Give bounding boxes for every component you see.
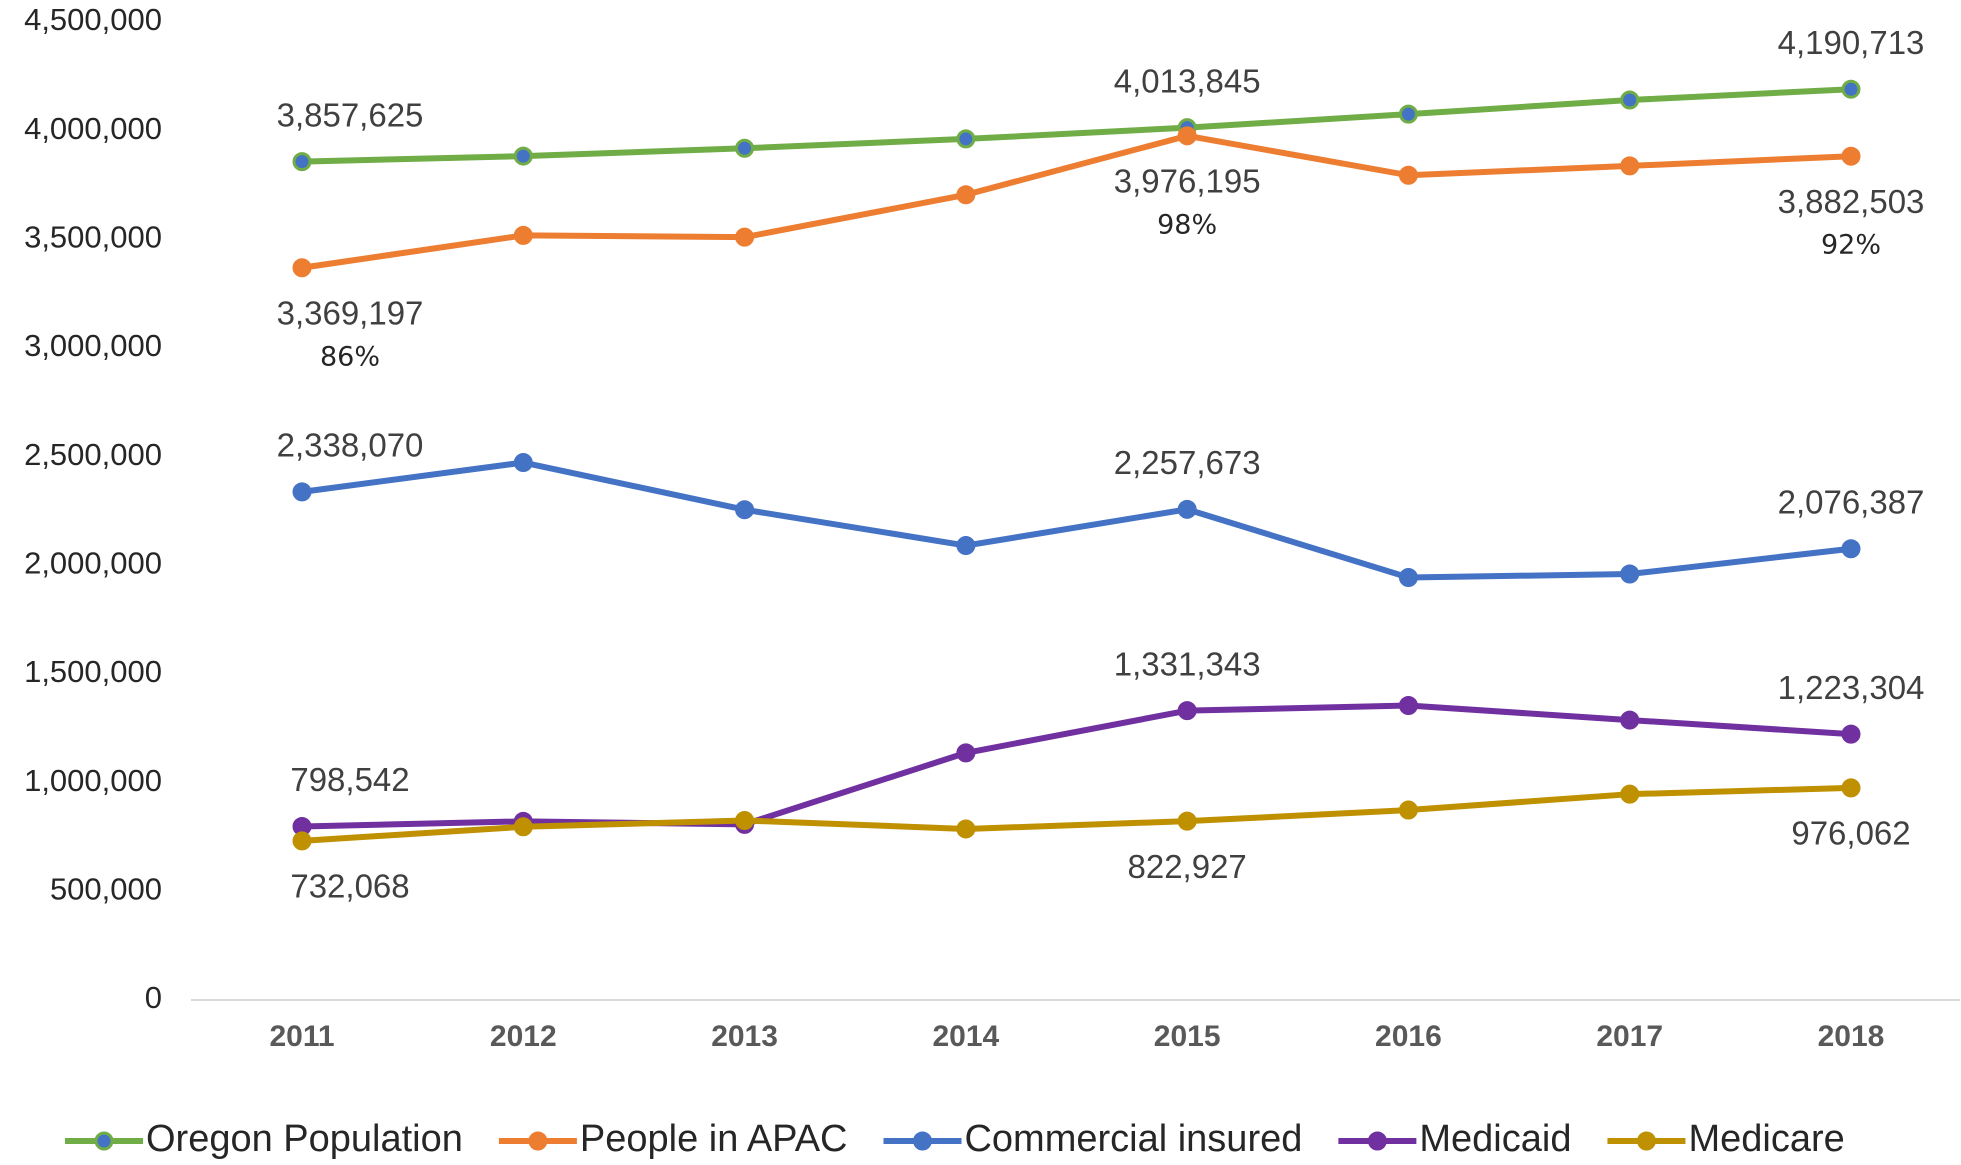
legend-label: Medicare [1688, 1118, 1844, 1160]
y-tick-label: 1,500,000 [24, 654, 162, 689]
y-tick-label: 500,000 [50, 872, 162, 907]
point-marker [1620, 90, 1640, 110]
legend-marker [1367, 1131, 1387, 1151]
point-marker [1398, 568, 1418, 588]
point-marker [1398, 104, 1418, 124]
point-marker [735, 227, 755, 247]
point-marker [1177, 701, 1197, 721]
point-marker [292, 258, 312, 278]
point-marker [513, 225, 533, 245]
y-tick-label: 3,000,000 [24, 328, 162, 363]
point-marker [956, 819, 976, 839]
x-tick-label: 2016 [1375, 1020, 1442, 1053]
data-label: 1,223,304 [1778, 669, 1925, 706]
point-marker [1620, 710, 1640, 730]
data-label: 2,338,070 [277, 427, 424, 464]
point-marker [1620, 156, 1640, 176]
point-marker [1177, 811, 1197, 831]
point-marker [1398, 165, 1418, 185]
x-tick-label: 2013 [711, 1020, 778, 1053]
y-tick-label: 3,500,000 [24, 220, 162, 255]
point-marker [735, 500, 755, 520]
point-marker [292, 831, 312, 851]
y-tick-label: 4,000,000 [24, 111, 162, 146]
y-tick-label: 2,000,000 [24, 546, 162, 581]
point-marker [1177, 499, 1197, 519]
x-tick-label: 2014 [932, 1020, 999, 1053]
share-label: 92% [1821, 230, 1881, 261]
share-label: 86% [320, 341, 380, 372]
x-tick-label: 2012 [490, 1020, 557, 1053]
legend-label: Oregon Population [146, 1118, 463, 1160]
point-marker [956, 185, 976, 205]
data-label: 1,331,343 [1114, 645, 1261, 682]
x-tick-label: 2011 [269, 1020, 334, 1053]
data-label: 732,068 [290, 868, 409, 905]
point-marker [1620, 564, 1640, 584]
point-marker [1841, 146, 1861, 166]
data-label: 976,062 [1791, 815, 1910, 852]
x-tick-label: 2017 [1596, 1020, 1663, 1053]
point-marker [956, 536, 976, 556]
data-label: 798,542 [290, 761, 409, 798]
data-label: 3,976,195 [1114, 163, 1261, 200]
legend-marker [528, 1131, 548, 1151]
point-marker [292, 152, 312, 172]
point-marker [956, 743, 976, 763]
point-marker [513, 817, 533, 837]
data-label: 3,857,625 [277, 96, 424, 133]
legend-label: Medicaid [1419, 1118, 1571, 1160]
x-tick-label: 2015 [1154, 1020, 1221, 1053]
legend-label: Commercial insured [964, 1118, 1302, 1160]
data-label: 2,076,387 [1778, 483, 1925, 520]
series-line [301, 784, 1852, 844]
point-marker [1620, 784, 1640, 804]
point-marker [956, 129, 976, 149]
point-marker [735, 810, 755, 830]
point-marker [1398, 800, 1418, 820]
share-label: 98% [1157, 209, 1217, 240]
data-label: 2,257,673 [1114, 444, 1261, 481]
legend-marker [912, 1131, 932, 1151]
y-tick-label: 4,500,000 [24, 2, 162, 37]
point-marker [513, 453, 533, 473]
legend-marker [94, 1131, 114, 1151]
point-marker [1841, 539, 1861, 559]
legend-marker [1636, 1131, 1656, 1151]
series-line [301, 86, 1852, 165]
y-tick-label: 0 [145, 980, 162, 1015]
point-marker [292, 482, 312, 502]
point-marker [1398, 696, 1418, 716]
point-marker [1177, 126, 1197, 146]
point-marker [1841, 778, 1861, 798]
data-label: 4,013,845 [1114, 62, 1261, 99]
data-label: 3,882,503 [1778, 183, 1925, 220]
series-line [301, 132, 1852, 271]
legend-label: People in APAC [580, 1118, 848, 1160]
data-label: 4,190,713 [1778, 24, 1925, 61]
point-marker [1841, 724, 1861, 744]
data-label: 822,927 [1127, 848, 1246, 885]
point-marker [513, 146, 533, 166]
x-tick-label: 2018 [1818, 1020, 1885, 1053]
series-line [301, 459, 1852, 581]
point-marker [1841, 79, 1861, 99]
point-marker [735, 138, 755, 158]
y-tick-label: 2,500,000 [24, 437, 162, 472]
y-tick-label: 1,000,000 [24, 763, 162, 798]
data-label: 3,369,197 [277, 294, 424, 331]
series-line [301, 702, 1852, 830]
